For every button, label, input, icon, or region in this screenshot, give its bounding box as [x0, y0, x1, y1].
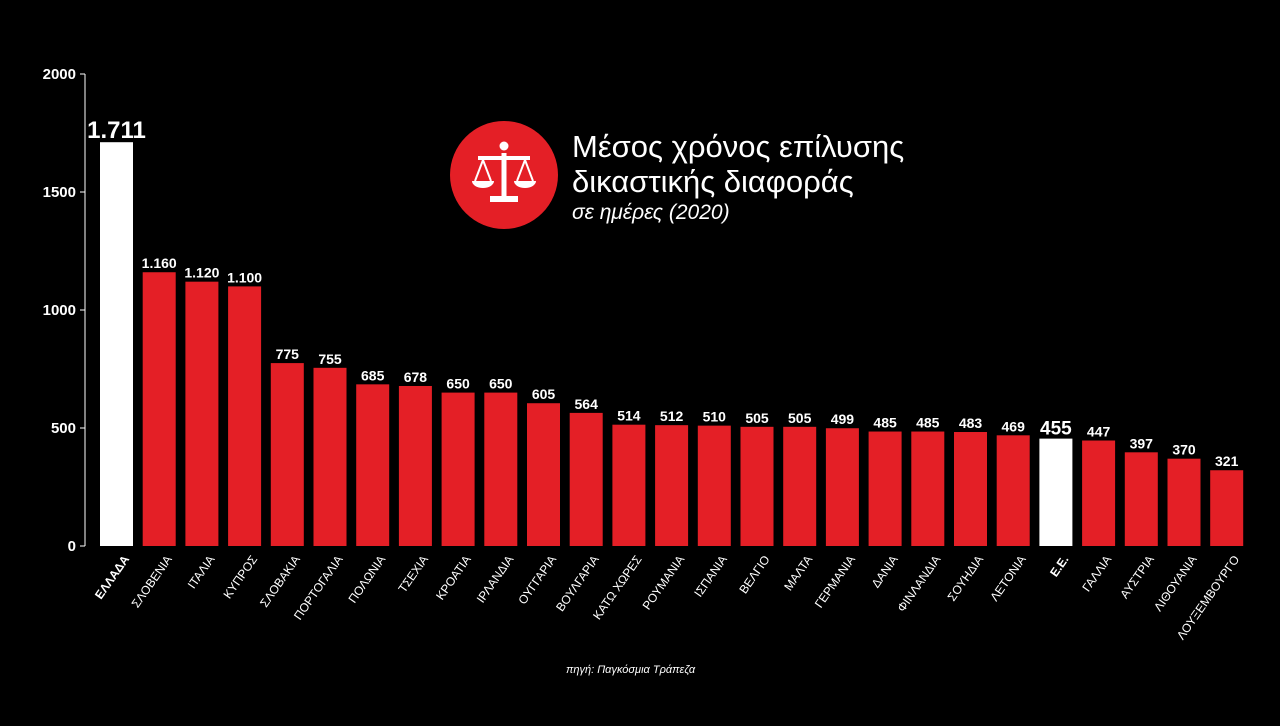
bar [441, 392, 475, 546]
chart-subtitle: σε ημέρες (2020) [572, 201, 730, 224]
bars [100, 142, 1244, 547]
bar-value-label: 505 [745, 410, 769, 426]
x-category-label: ΣΛΟΒΕΝΙΑ [129, 553, 175, 611]
bar [142, 272, 176, 546]
bar-value-label: 397 [1130, 435, 1154, 451]
bar [1039, 438, 1073, 546]
x-category-label: ΒΕΛΓΙΟ [736, 553, 772, 597]
bar [356, 384, 390, 546]
value-labels: 1.711 1.160 1.120 1.100 775 755 685 678 650 650 60… [87, 117, 1238, 469]
bar [270, 363, 304, 546]
x-category-label: ΜΑΛΤΑ [781, 553, 815, 593]
chart-title-block: Μέσος χρόνος επίλυσης δικαστικής διαφορά… [450, 121, 904, 229]
x-category-label: ΟΥΓΓΑΡΙΑ [515, 553, 559, 607]
bar [1082, 440, 1116, 546]
bar [996, 435, 1030, 546]
y-tick-label: 500 [51, 420, 76, 437]
bar [697, 425, 731, 546]
bar-value-label: 1.120 [184, 265, 219, 281]
x-category-label: ΣΟΥΗΔΙΑ [945, 553, 987, 604]
bar [954, 432, 987, 546]
bar-value-label: 512 [660, 408, 684, 424]
bar-value-label: 755 [318, 351, 342, 367]
bar-value-label: 485 [916, 415, 940, 431]
bar-value-label: 483 [959, 415, 983, 431]
x-category-label: ΛΙΘΟΥΑΝΙΑ [1151, 553, 1200, 614]
bar-value-label: 678 [404, 369, 428, 385]
bar-value-label: 650 [446, 376, 470, 392]
bar [1167, 458, 1201, 546]
bar-value-label: 505 [788, 410, 812, 426]
bar [825, 428, 859, 546]
bar [868, 431, 902, 546]
bar-value-label: 775 [276, 346, 300, 362]
bar [398, 385, 432, 546]
bar-value-label: 1.100 [227, 269, 262, 285]
x-category-label: ΓΕΡΜΑΝΙΑ [812, 553, 858, 611]
bar-value-label: 1.711 [87, 117, 146, 144]
x-category-label: ΡΟΥΜΑΝΙΑ [640, 553, 688, 613]
bar-value-label: 1.160 [142, 255, 177, 271]
y-tick-label: 0 [68, 538, 76, 555]
x-category-label: ΑΥΣΤΡΙΑ [1117, 553, 1157, 601]
bar-value-label: 370 [1172, 442, 1196, 458]
bar [655, 425, 689, 546]
bar-value-label: 650 [489, 376, 513, 392]
x-category-label: ΚΥΠΡΟΣ [220, 553, 260, 602]
x-category-label: ΠΟΛΩΝΙΑ [345, 553, 388, 606]
bar-value-label: 469 [1002, 418, 1026, 434]
x-category-label: ΙΡΛΑΝΔΙΑ [474, 553, 517, 606]
bar-value-label: 564 [575, 396, 599, 412]
bar-value-label: 510 [703, 409, 727, 425]
x-category-label: ΔΑΝΙΑ [869, 553, 901, 591]
bar [100, 142, 133, 547]
bar-value-label: 514 [617, 408, 641, 424]
bar [740, 426, 774, 546]
bar [569, 412, 603, 546]
bar [313, 367, 347, 546]
bar-value-label: 499 [831, 411, 855, 427]
chart-title-line-1: Μέσος χρόνος επίλυσης [572, 129, 905, 164]
bar-value-label: 605 [532, 386, 556, 402]
bar [1124, 452, 1158, 546]
bar [783, 426, 817, 546]
bar-value-label: 455 [1040, 419, 1072, 440]
x-category-label: ΕΛΛΑΔΑ [92, 552, 132, 601]
bar [484, 392, 518, 546]
x-category-label: ΦΙΝΛΑΝΔΙΑ [894, 553, 943, 615]
y-tick-label: 2000 [43, 66, 76, 83]
x-category-label: ΒΟΥΛΓΑΡΙΑ [553, 553, 602, 614]
bar [1210, 470, 1244, 546]
bar [228, 286, 262, 546]
y-tick-label: 1000 [43, 302, 76, 319]
x-category-label: ΛΕΤΟΝΙΑ [987, 553, 1029, 604]
x-category-label: ΓΑΛΛΙΑ [1079, 553, 1114, 595]
x-category-label: ΙΣΠΑΝΙΑ [691, 553, 730, 600]
bar-value-label: 321 [1215, 453, 1239, 469]
bar-value-label: 485 [873, 415, 897, 431]
bar [612, 424, 646, 546]
chart-title-line-2: δικαστικής διαφοράς [572, 164, 854, 199]
x-category-label: ΚΡΟΑΤΙΑ [433, 553, 474, 603]
y-axis: 0 500 1000 1500 2000 [43, 66, 86, 555]
x-category-label: Ε.Ε. [1047, 553, 1071, 580]
bar [185, 281, 219, 546]
bar [527, 403, 560, 546]
scales-of-justice-icon [450, 121, 558, 229]
x-category-label: ΙΤΑΛΙΑ [185, 553, 218, 591]
bar [911, 431, 945, 546]
source-note: πηγή: Παγκόσμια Τράπεζα [566, 664, 696, 676]
y-tick-label: 1500 [43, 184, 76, 201]
bar-value-label: 447 [1087, 424, 1111, 440]
x-category-label: ΤΣΕΧΙΑ [395, 553, 431, 596]
bar-value-label: 685 [361, 367, 385, 383]
x-category-label: ΣΛΟΒΑΚΙΑ [257, 553, 303, 610]
